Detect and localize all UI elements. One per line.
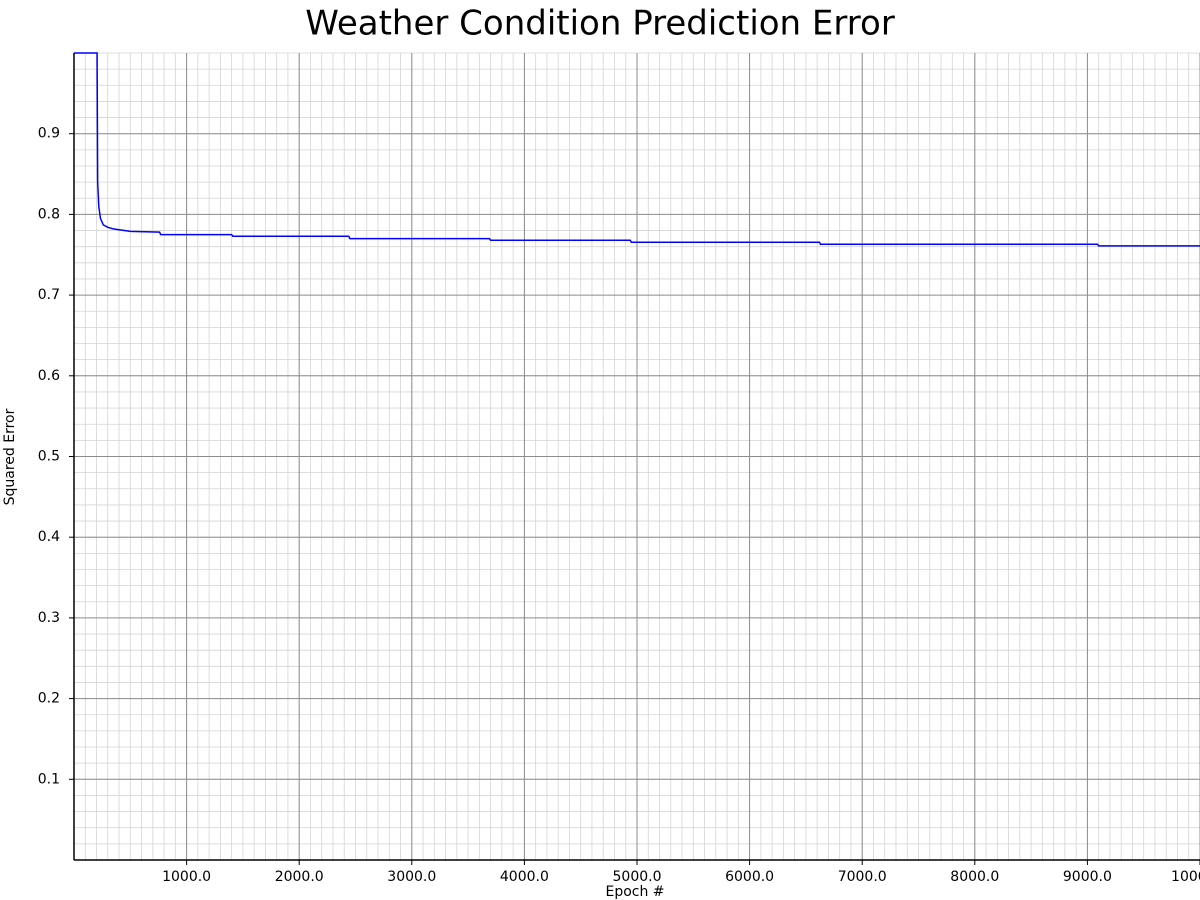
x-tick-label: 6000.0 [725,869,774,885]
y-tick-label: 0.3 [38,610,60,626]
x-tick-label: 10000.0 [1171,869,1200,885]
chart-title: Weather Condition Prediction Error [305,4,895,44]
x-tick-label: 5000.0 [613,869,662,885]
x-tick-label: 2000.0 [275,869,324,885]
y-tick-label: 0.1 [38,771,60,787]
y-tick-label: 0.7 [38,287,60,303]
y-tick-label: 0.8 [38,206,60,222]
y-tick-label: 0.4 [38,529,60,545]
x-tick-label: 3000.0 [387,869,436,885]
x-tick-label: 1000.0 [162,869,211,885]
y-tick-label: 0.2 [38,691,60,707]
data-line [74,52,1200,247]
y-tick-label: 0.5 [38,449,60,465]
x-tick-label: 8000.0 [950,869,999,885]
y-tick-label: 0.9 [38,126,60,142]
x-tick-label: 7000.0 [838,869,887,885]
y-axis-label: Squared Error [2,408,18,505]
y-tick-label: 0.6 [38,368,60,384]
x-axis-label: Epoch # [605,884,664,900]
x-tick-label: 4000.0 [500,869,549,885]
x-tick-label: 9000.0 [1063,869,1112,885]
